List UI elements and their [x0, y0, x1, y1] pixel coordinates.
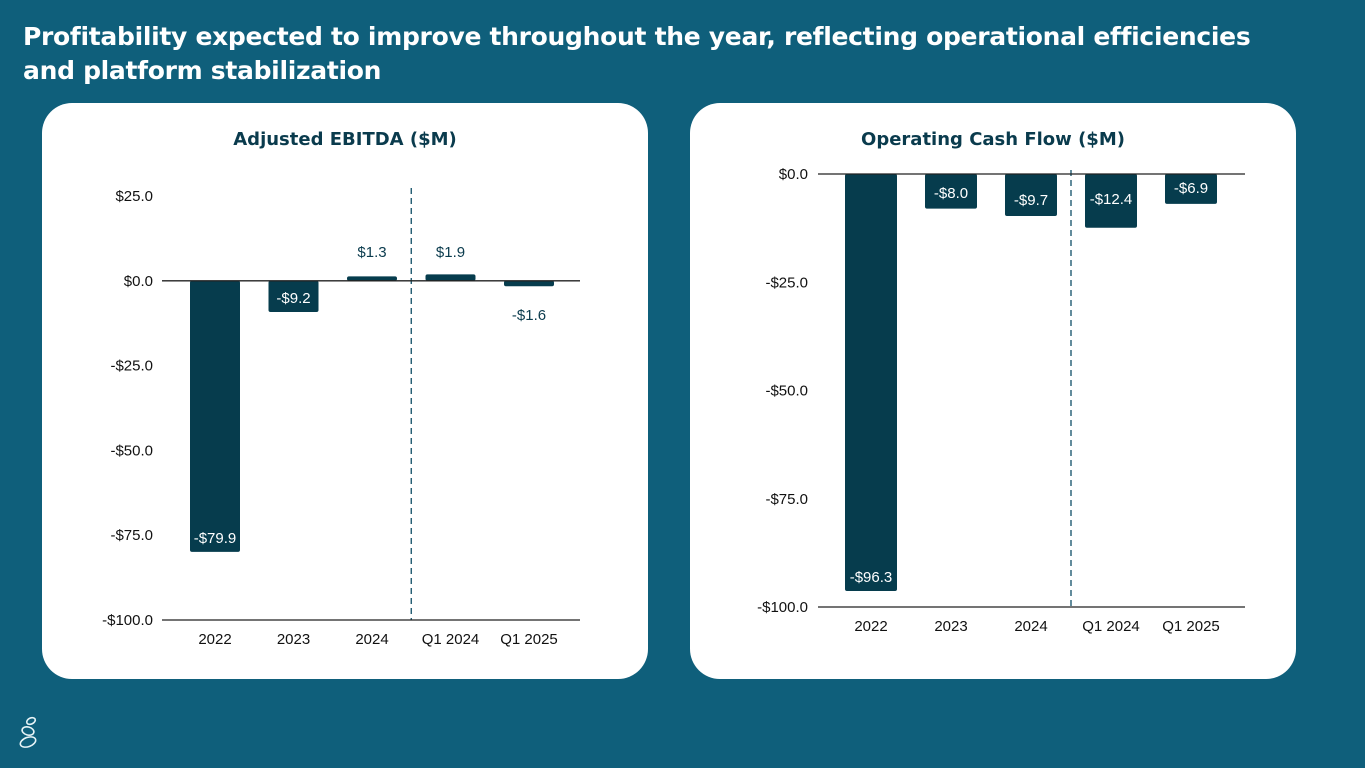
y-tick-label: $0.0 [124, 273, 153, 290]
stacked-stones-icon [17, 714, 41, 755]
data-label: -$9.7 [1014, 192, 1048, 209]
x-category-label: 2022 [198, 631, 231, 648]
data-label: $1.9 [436, 244, 465, 261]
bar [504, 280, 554, 287]
data-label: -$96.3 [850, 569, 893, 586]
y-tick-label: $0.0 [779, 166, 808, 183]
cash-flow-chart-card: Operating Cash Flow ($M) $0.0 -$25.0 -$50.… [690, 103, 1296, 679]
data-label: $1.3 [357, 244, 386, 261]
bar [1165, 174, 1217, 204]
x-category-label: Q1 2025 [1162, 618, 1220, 635]
x-category-label: Q1 2024 [422, 631, 480, 648]
bar [925, 174, 977, 209]
y-tick-label: -$100.0 [757, 599, 808, 616]
data-label: -$8.0 [934, 185, 968, 202]
x-category-label: Q1 2024 [1082, 618, 1140, 635]
bar [268, 280, 319, 313]
bar [425, 274, 476, 281]
y-tick-label: -$25.0 [110, 358, 153, 375]
ebitda-chart-card: Adjusted EBITDA ($M) $25.0 $0.0 -$25.0 -$50… [42, 103, 648, 679]
x-category-label: 2024 [1014, 618, 1047, 635]
slide-title: Profitability expected to improve throug… [23, 22, 1251, 85]
x-category-label: 2024 [355, 631, 388, 648]
data-label: -$9.2 [276, 290, 310, 307]
data-label: -$12.4 [1090, 191, 1133, 208]
y-tick-label: -$75.0 [765, 491, 808, 508]
y-tick-label: -$75.0 [110, 527, 153, 544]
x-category-label: 2023 [934, 618, 967, 635]
y-tick-label: -$100.0 [102, 612, 153, 629]
bar [1085, 174, 1137, 228]
cash-flow-chart: $0.0 -$25.0 -$50.0 -$75.0 -$100.0 -$96.3 2022 -… [757, 166, 1245, 635]
x-category-label: 2023 [277, 631, 310, 648]
y-tick-label: -$50.0 [110, 442, 153, 459]
bar [347, 276, 397, 281]
data-label: -$6.9 [1174, 180, 1208, 197]
y-tick-label: -$50.0 [765, 383, 808, 400]
bar [190, 280, 240, 552]
y-tick-label: -$25.0 [765, 274, 808, 291]
bar [1005, 174, 1057, 217]
data-label: -$79.9 [194, 530, 237, 547]
ebitda-chart: $25.0 $0.0 -$25.0 -$50.0 -$75.0 -$100.0 -$79.9… [102, 188, 580, 648]
x-category-label: Q1 2025 [500, 631, 558, 648]
y-tick-label: $25.0 [115, 188, 153, 205]
ebitda-chart-title: Adjusted EBITDA ($M) [233, 129, 457, 150]
cash-flow-chart-title: Operating Cash Flow ($M) [861, 129, 1125, 150]
bar [845, 174, 897, 591]
x-category-label: 2022 [854, 618, 887, 635]
data-label: -$1.6 [512, 307, 546, 324]
